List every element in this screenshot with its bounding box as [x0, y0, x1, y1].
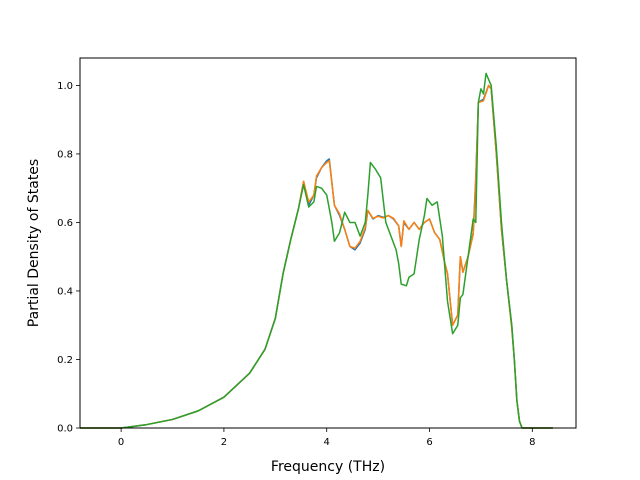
x-tick-label: 8 [529, 437, 535, 448]
series-line-3 [80, 72, 553, 429]
y-tick-label: 0.2 [57, 355, 73, 366]
y-tick-label: 0.0 [57, 424, 73, 435]
y-axis-ticks: 0.0 0.2 0.4 0.6 0.8 1.0 [57, 81, 80, 435]
x-tick-label: 0 [118, 437, 124, 448]
y-tick-label: 0.6 [57, 218, 73, 229]
x-axis-label: Frequency (THz) [271, 459, 385, 475]
y-tick-label: 1.0 [57, 81, 73, 92]
x-tick-label: 6 [426, 437, 432, 448]
series-layer [80, 72, 553, 429]
x-axis-ticks: 0 2 4 6 8 [118, 428, 535, 448]
y-tick-label: 0.8 [57, 149, 73, 160]
y-tick-label: 0.4 [57, 286, 73, 297]
y-axis-label: Partial Density of States [26, 159, 42, 327]
x-tick-label: 2 [221, 437, 227, 448]
plot-frame [79, 57, 577, 429]
x-tick-label: 4 [324, 437, 330, 448]
